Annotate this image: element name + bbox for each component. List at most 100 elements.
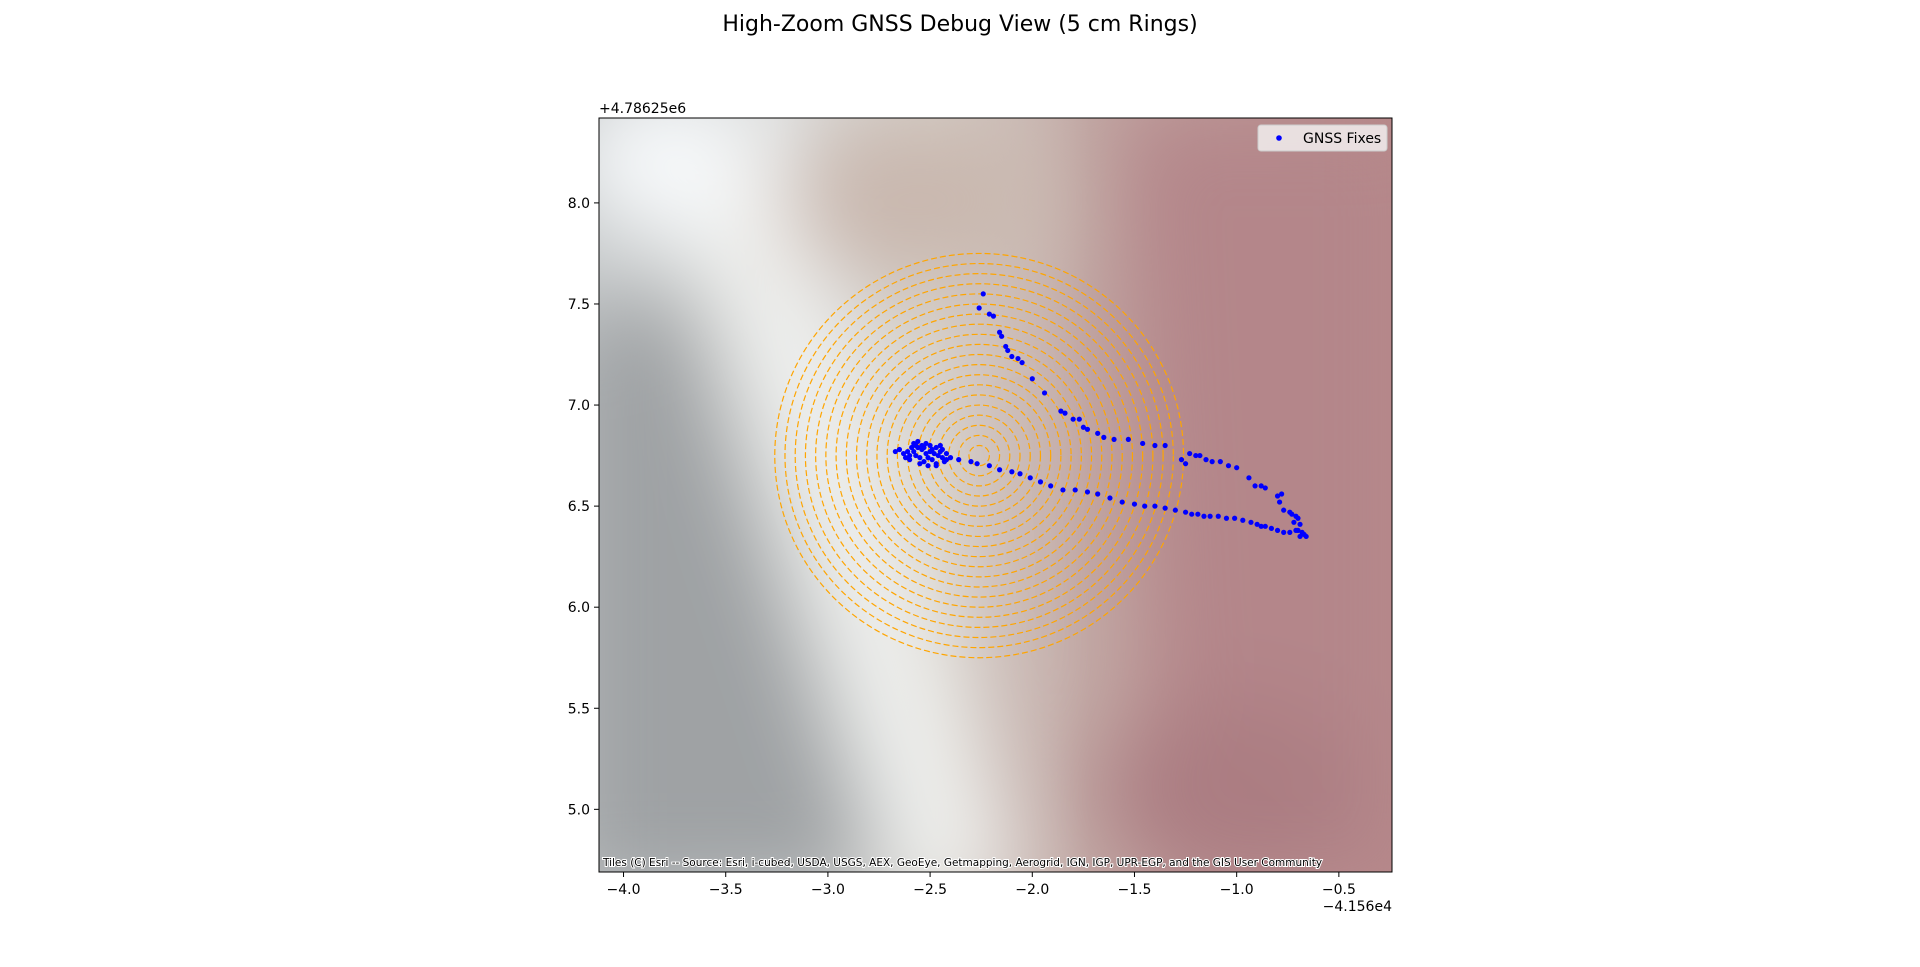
gnss-fix-point [925,455,931,461]
gnss-fix-point [1295,515,1301,521]
distance-ring [947,424,1011,487]
gnss-fix-point [1274,493,1281,499]
gnss-fix-point [990,313,997,319]
gnss-fix-point [1084,489,1091,495]
gnss-fix-point [939,455,945,461]
y-tick-label: 7.5 [568,297,590,313]
gnss-fix-point [1195,511,1201,517]
gnss-fix-point [1037,479,1044,485]
gnss-fixes-series [892,291,1309,540]
gnss-fix-point [1111,436,1117,443]
gnss-fix-point [900,450,907,457]
gnss-fix-point [1258,523,1264,529]
gnss-fix-point [1058,408,1064,414]
gnss-fix-point [974,461,980,467]
map-attribution: Tiles (C) Esri -- Source: Esri, i-cubed,… [602,857,1322,869]
gnss-fix-point [1297,521,1303,527]
gnss-fix-point [921,459,927,465]
gnss-fix-point [927,442,933,449]
gnss-fix-point [1076,416,1082,422]
gnss-fix-point [976,305,982,311]
gnss-fix-point [1080,424,1086,430]
gnss-fix-point [996,329,1003,335]
distance-ring [835,313,1123,598]
gnss-fix-point [1193,452,1199,459]
gnss-fix-point [986,311,992,317]
distance-ring [794,273,1164,639]
gnss-fix-point [1009,469,1015,475]
gnss-fix-point [1252,483,1258,489]
gnss-fix-point [909,444,915,451]
distance-ring [876,353,1082,558]
gnss-fix-point [1119,499,1125,505]
chart-title: High-Zoom GNSS Debug View (5 cm Rings) [722,12,1198,37]
gnss-fix-point [1162,442,1168,449]
gnss-fix-point [1019,359,1025,366]
gnss-fix-point [937,448,943,455]
satellite-basemap [599,118,1392,872]
gnss-fix-point [925,463,931,469]
distance-ring [845,323,1113,588]
x-tick-label: −3.0 [811,882,845,898]
gnss-fix-point [1203,457,1209,463]
gnss-fix-point [937,442,943,449]
x-tick-label: −2.5 [913,882,947,898]
y-tick-label: 5.5 [568,701,590,717]
x-axis: −4.0 −3.5 −3.0 −2.5 −2.0 −1.5 −1.0 −0.5 [607,872,1356,898]
gnss-fix-point [956,457,962,463]
gnss-fix-point [1084,426,1091,432]
gnss-fix-point [923,440,929,447]
gnss-fix-point [1217,459,1223,465]
distance-ring [774,252,1185,659]
distance-ring [804,283,1154,629]
gnss-fix-point [1095,491,1101,497]
gnss-fix-point [1041,390,1048,396]
gnss-fix-point [1287,529,1293,535]
legend-marker [1276,135,1282,141]
gnss-fix-point [1131,501,1138,507]
gnss-fix-point [996,467,1003,473]
y-tick-label: 6.5 [568,499,590,515]
y-tick-label: 7.0 [568,398,590,414]
gnss-fix-point [947,455,954,461]
gnss-fix-point [1140,440,1146,447]
gnss-fix-point [896,446,903,453]
gnss-fix-point [902,455,909,461]
gnss-fix-point [1279,491,1285,497]
gnss-fix-point [892,448,898,455]
gnss-fix-point [1125,436,1131,443]
distance-ring [815,293,1144,618]
gnss-fix-point [968,459,974,465]
legend-box [1257,124,1388,152]
gnss-fix-point [921,444,927,451]
gnss-fix-point [1101,434,1107,440]
gnss-fix-point [1262,485,1268,491]
gnss-fix-point [923,450,929,457]
y-offset-label: +4.78625e6 [599,101,686,117]
gnss-fix-point [1003,343,1009,350]
gnss-fix-point [1254,521,1260,527]
distance-ring [968,444,990,467]
gnss-fix-point [911,448,917,455]
x-tick-label: −4.0 [607,882,641,898]
gnss-fix-point [1048,483,1054,489]
distance-ring [784,262,1174,649]
gnss-fix-point [986,463,992,469]
gnss-fix-point [1215,513,1221,519]
gnss-fix-point [980,291,986,297]
y-tick-label: 5.0 [568,802,590,818]
gnss-fix-point [1095,430,1101,436]
gnss-fix-point [913,442,919,449]
gnss-fix-point [927,448,933,455]
gnss-fix-point [1293,527,1299,533]
y-tick-label: 8.0 [568,196,590,212]
gnss-fix-point [1072,487,1078,493]
gnss-fix-point [1172,507,1178,513]
distance-ring [886,364,1072,548]
gnss-fix-point [1142,503,1148,509]
gnss-fix-point [1240,517,1246,523]
x-tick-label: −0.5 [1322,882,1356,898]
gnss-fix-point [1197,452,1203,459]
y-tick-label: 6.0 [568,600,590,616]
